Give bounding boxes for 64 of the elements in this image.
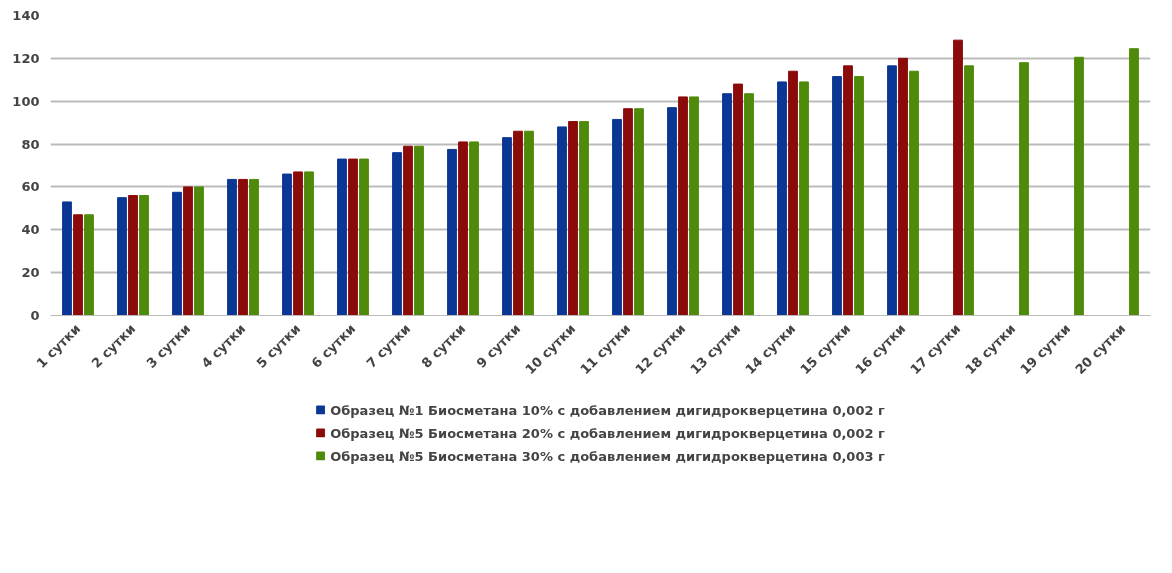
bar <box>293 171 303 316</box>
bar <box>909 70 919 316</box>
bar <box>359 158 369 316</box>
bar <box>524 130 534 316</box>
bar <box>513 130 523 316</box>
bar <box>887 65 897 316</box>
legend-label: Образец №5 Биосметана 20% с добавлением дигидрокверцетина 0,002 г <box>330 425 885 440</box>
bar <box>139 195 149 316</box>
bar <box>1019 62 1029 316</box>
bar <box>414 145 424 316</box>
y-tick-label: 20 <box>21 265 40 281</box>
bar <box>502 137 512 316</box>
bar <box>557 126 567 316</box>
bar <box>689 96 699 316</box>
bar <box>843 65 853 316</box>
bar <box>348 158 358 316</box>
y-tick-label: 100 <box>12 93 40 109</box>
bar <box>568 121 578 316</box>
bar <box>678 96 688 316</box>
y-tick-label: 140 <box>12 8 40 23</box>
bar <box>172 191 182 316</box>
bar <box>612 118 622 316</box>
bar <box>667 107 677 316</box>
bar <box>854 76 864 316</box>
bar <box>777 81 787 316</box>
bar <box>458 141 468 316</box>
bar <box>1129 48 1139 316</box>
legend-label: Образец №1 Биосметана 10% с добавлением дигидрокверцетина 0,002 г <box>330 402 885 417</box>
bar <box>722 93 732 316</box>
bar <box>117 197 127 316</box>
bar <box>128 195 138 316</box>
bar <box>304 171 314 316</box>
bar <box>238 178 248 316</box>
bar <box>227 178 237 316</box>
y-tick-label: 0 <box>30 308 40 323</box>
bar <box>84 214 94 316</box>
bar <box>249 178 259 316</box>
y-tick-label: 120 <box>12 50 40 66</box>
bar <box>392 152 402 316</box>
y-tick-label: 80 <box>21 136 40 152</box>
bar <box>898 57 908 316</box>
legend-label: Образец №5 Биосметана 30% с добавлением дигидрокверцетина 0,003 г <box>330 448 885 463</box>
bar <box>964 65 974 316</box>
bar <box>194 186 204 316</box>
bar <box>832 76 842 316</box>
bar <box>183 186 193 316</box>
bar <box>469 141 479 316</box>
bar <box>73 214 83 316</box>
y-tick-label: 60 <box>21 179 40 195</box>
bar <box>634 108 644 316</box>
y-tick-label: 40 <box>21 222 40 238</box>
bar <box>788 70 798 316</box>
bar <box>733 83 743 316</box>
bar <box>62 201 72 316</box>
bar <box>282 173 292 316</box>
bar <box>744 93 754 316</box>
bar <box>799 81 809 316</box>
bar <box>579 121 589 316</box>
bar <box>403 145 413 316</box>
bar <box>447 148 457 316</box>
bar <box>1074 56 1084 316</box>
bar <box>623 108 633 316</box>
bar <box>953 39 963 316</box>
bar <box>337 158 347 316</box>
